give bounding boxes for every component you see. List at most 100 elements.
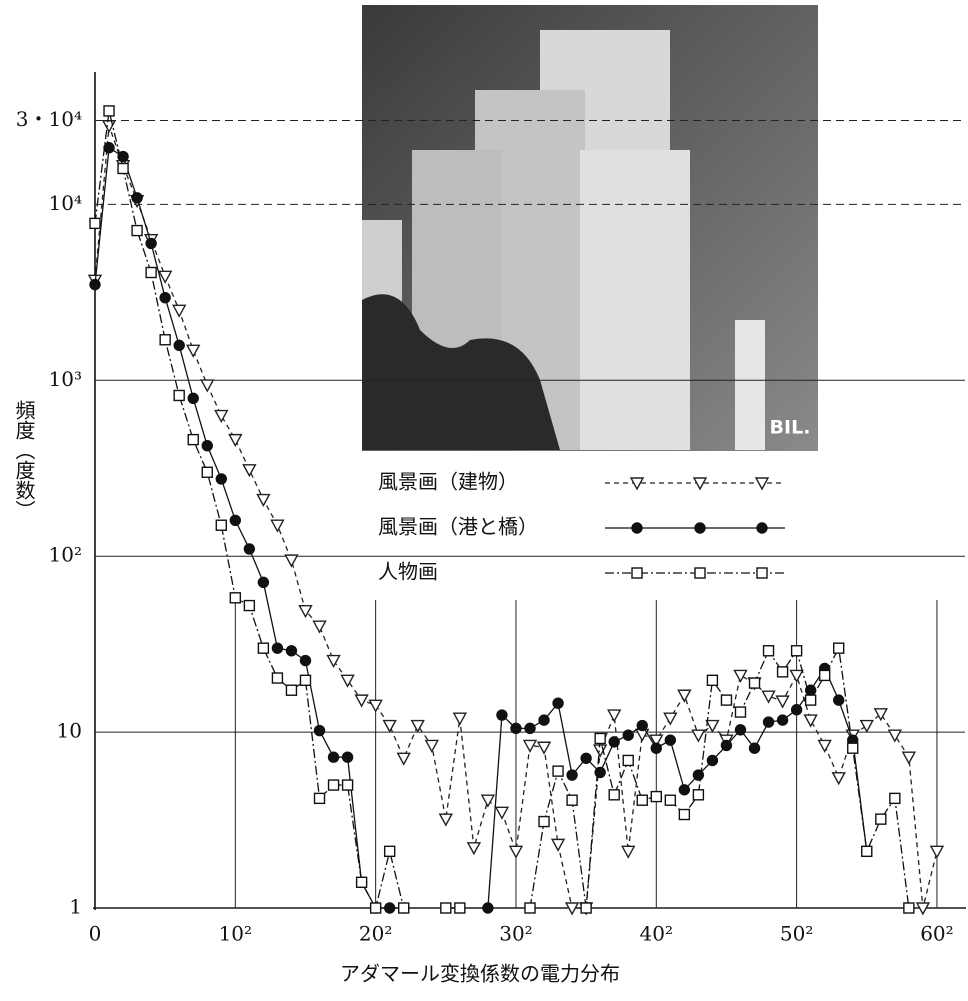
data-point xyxy=(454,713,466,724)
data-point xyxy=(104,143,114,153)
data-point xyxy=(750,678,760,688)
legend-marker xyxy=(695,523,705,533)
legend-marker xyxy=(757,568,767,578)
data-point xyxy=(567,770,577,780)
legend-marker xyxy=(632,568,642,578)
data-point xyxy=(651,792,661,802)
data-point xyxy=(399,903,409,913)
data-point xyxy=(778,715,788,725)
data-point xyxy=(706,721,718,732)
data-point xyxy=(216,520,226,530)
data-point xyxy=(819,740,831,751)
data-point xyxy=(174,390,184,400)
data-point xyxy=(426,740,438,751)
data-point xyxy=(146,238,156,248)
data-point xyxy=(174,340,184,350)
data-point xyxy=(777,696,789,707)
data-point xyxy=(931,846,943,857)
data-point xyxy=(132,226,142,236)
data-point xyxy=(764,717,774,727)
data-point xyxy=(244,544,254,554)
data-point xyxy=(343,780,353,790)
data-point xyxy=(440,814,452,825)
chart: BIL. アダマール変換係数の電力分布 頻度（度数） 11010²10³10⁴3… xyxy=(0,0,968,1001)
data-point xyxy=(778,667,788,677)
data-point xyxy=(553,698,563,708)
data-point xyxy=(623,730,633,740)
data-point xyxy=(160,293,170,303)
data-point xyxy=(792,646,802,656)
data-point xyxy=(637,795,647,805)
data-point xyxy=(286,685,296,695)
data-point xyxy=(412,721,424,732)
data-point xyxy=(482,795,494,806)
data-point xyxy=(160,335,170,345)
data-point xyxy=(315,726,325,736)
data-point xyxy=(903,752,915,763)
data-point xyxy=(258,643,268,653)
data-point xyxy=(300,656,310,666)
y-tick-label: 10² xyxy=(49,543,82,567)
data-point xyxy=(750,743,760,753)
data-point xyxy=(553,766,563,776)
data-point xyxy=(90,280,100,290)
data-point xyxy=(525,903,535,913)
legend-marker xyxy=(632,523,642,533)
data-point xyxy=(104,106,114,116)
data-point xyxy=(257,495,269,506)
data-point xyxy=(735,707,745,717)
data-point xyxy=(609,737,619,747)
data-point xyxy=(539,817,549,827)
data-point xyxy=(230,515,240,525)
data-point xyxy=(371,903,381,913)
data-point xyxy=(343,752,353,762)
data-point xyxy=(90,218,100,228)
data-point xyxy=(679,810,689,820)
legend-label: 風景画（港と橋） xyxy=(378,515,538,539)
data-point xyxy=(791,670,803,681)
data-point xyxy=(188,435,198,445)
data-point xyxy=(834,643,844,653)
data-point xyxy=(497,710,507,720)
data-point xyxy=(581,903,591,913)
data-point xyxy=(806,695,816,705)
data-point xyxy=(805,715,817,726)
data-point xyxy=(357,877,367,887)
data-point xyxy=(707,755,717,765)
data-point xyxy=(483,903,493,913)
data-point xyxy=(132,193,142,203)
data-point xyxy=(721,740,731,750)
data-point xyxy=(735,725,745,735)
data-point xyxy=(329,780,339,790)
data-point xyxy=(315,793,325,803)
data-point xyxy=(398,753,410,764)
data-point xyxy=(693,790,703,800)
data-point xyxy=(173,305,185,316)
y-tick-label: 1 xyxy=(69,895,82,919)
data-point xyxy=(875,709,887,720)
data-point xyxy=(678,690,690,701)
data-point xyxy=(820,670,830,680)
data-point xyxy=(539,715,549,725)
data-point xyxy=(385,903,395,913)
data-point xyxy=(595,733,605,743)
data-point xyxy=(707,675,717,685)
data-point xyxy=(552,839,564,850)
data-point xyxy=(243,465,255,476)
data-point xyxy=(792,705,802,715)
y-tick-label: 10³ xyxy=(49,367,82,391)
data-point xyxy=(664,713,676,724)
data-point xyxy=(271,520,283,531)
y-tick-label: 10⁴ xyxy=(49,191,82,215)
data-point xyxy=(215,411,227,422)
data-point xyxy=(525,723,535,733)
data-point xyxy=(468,843,480,854)
data-point xyxy=(734,670,746,681)
data-point xyxy=(665,735,675,745)
data-point xyxy=(286,646,296,656)
data-point xyxy=(455,903,465,913)
data-point xyxy=(890,793,900,803)
legend-label: 風景画（建物） xyxy=(378,470,518,494)
data-point xyxy=(370,700,382,711)
x-tick-label: 40² xyxy=(640,922,673,946)
